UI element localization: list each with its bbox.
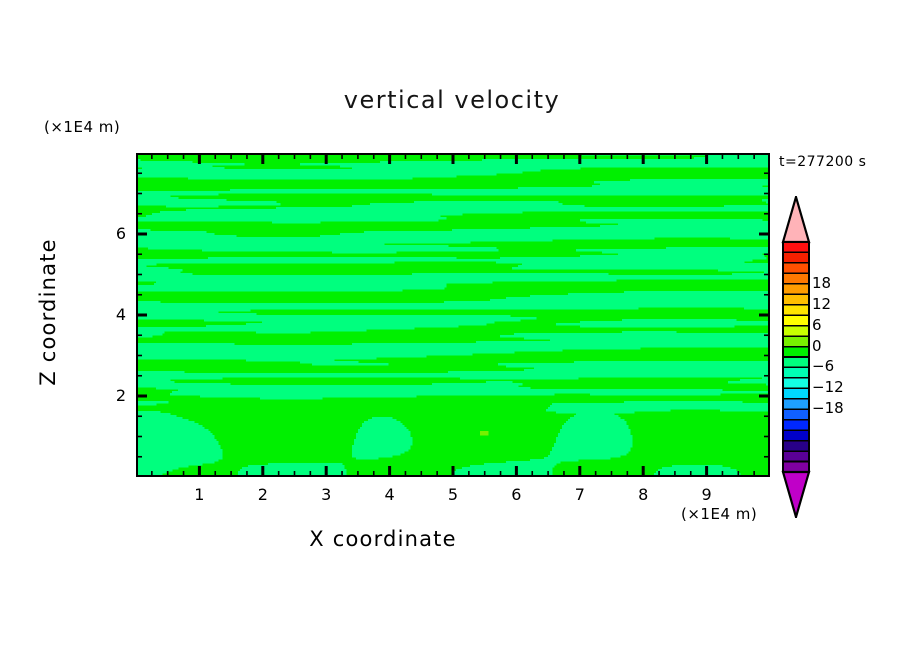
chart-title: vertical velocity xyxy=(343,86,561,114)
colorbar-tick-label: −12 xyxy=(812,378,844,397)
colorbar-tick-label: 12 xyxy=(812,294,832,313)
x-tick-label: 9 xyxy=(701,485,712,504)
x-tick-label: 6 xyxy=(511,485,522,504)
colorbar-swatches xyxy=(781,193,811,521)
y-tick-label: 4 xyxy=(115,305,126,324)
x-tick-label: 2 xyxy=(257,485,268,504)
x-axis-unit-label: (×1E4 m) xyxy=(681,505,758,523)
timestamp-annotation: t=277200 s xyxy=(779,154,867,170)
x-tick-label: 8 xyxy=(638,485,649,504)
colorbar xyxy=(776,193,816,521)
x-axis-label: X coordinate xyxy=(309,527,457,551)
x-tick-label: 1 xyxy=(194,485,205,504)
colorbar-tick-label: −6 xyxy=(812,357,835,376)
x-tick-label: 5 xyxy=(447,485,459,504)
colorbar-tick-label: 0 xyxy=(812,336,822,355)
y-axis-label: Z coordinate xyxy=(36,238,60,386)
y-tick-label: 6 xyxy=(115,224,126,243)
colorbar-tick-label: 18 xyxy=(812,273,832,292)
contour-plot-area xyxy=(136,153,770,477)
colorbar-tick-label: 6 xyxy=(812,315,822,334)
contour-field xyxy=(136,153,770,477)
z-axis-unit-label: (×1E4 m) xyxy=(44,118,121,136)
x-tick-label: 4 xyxy=(384,485,395,504)
x-tick-label: 3 xyxy=(321,485,332,504)
y-tick-label: 2 xyxy=(115,386,126,405)
x-tick-label: 7 xyxy=(574,485,585,504)
colorbar-tick-label: −18 xyxy=(812,399,844,418)
